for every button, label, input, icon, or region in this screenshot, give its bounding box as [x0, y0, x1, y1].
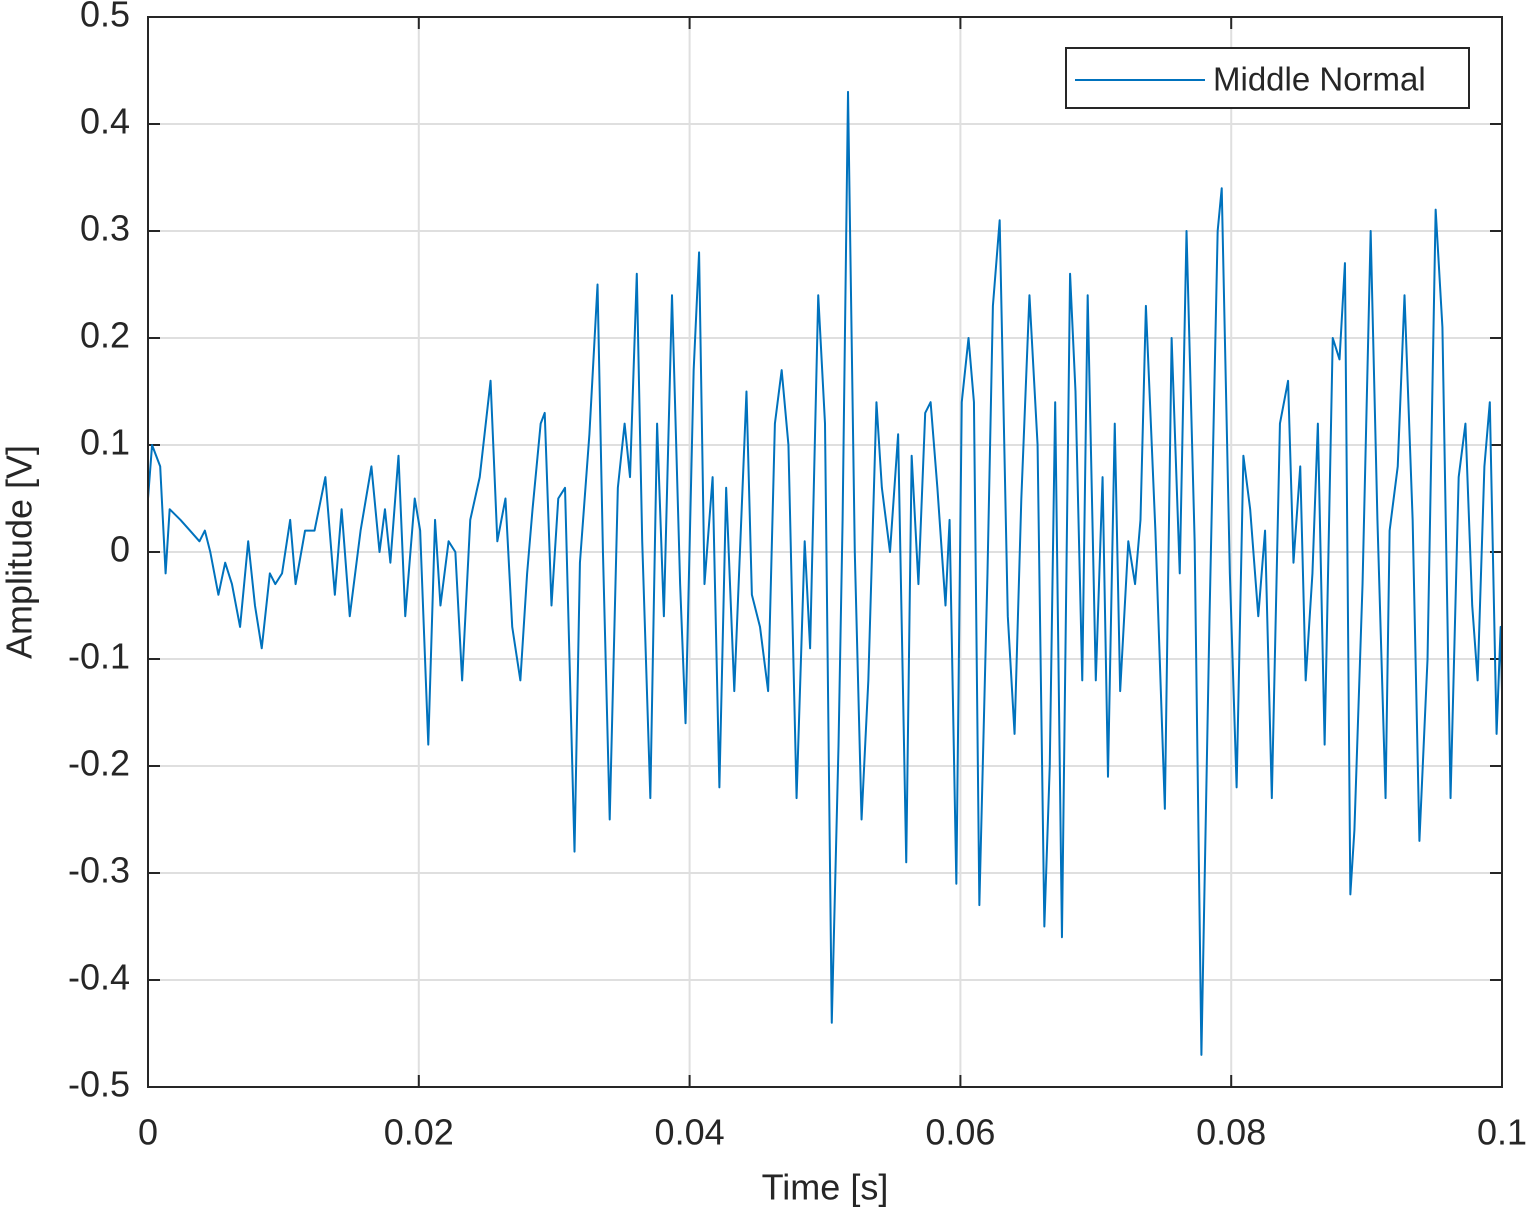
y-tick-label: 0.1	[80, 422, 130, 463]
x-axis-label: Time [s]	[762, 1167, 889, 1208]
x-tick-label: 0.08	[1196, 1112, 1266, 1153]
y-tick-label: -0.3	[68, 850, 130, 891]
y-tick-label: 0.3	[80, 208, 130, 249]
y-tick-label: -0.1	[68, 636, 130, 677]
x-tick-label: 0.02	[384, 1112, 454, 1153]
legend-label: Middle Normal	[1213, 61, 1426, 98]
x-tick-label: 0.1	[1477, 1112, 1527, 1153]
x-tick-label: 0	[138, 1112, 158, 1153]
y-tick-label: -0.4	[68, 957, 130, 998]
x-tick-label: 0.06	[925, 1112, 995, 1153]
data-line	[147, 90, 1503, 1056]
y-tick-label: -0.2	[68, 743, 130, 784]
y-tick-label: -0.5	[68, 1064, 130, 1105]
y-axis-label: Amplitude [V]	[0, 445, 40, 659]
y-tick-label: 0.4	[80, 101, 130, 142]
y-tick-label: 0.2	[80, 315, 130, 356]
y-tick-label: 0	[110, 529, 130, 570]
y-tick-label: 0.5	[80, 0, 130, 35]
axes-box	[147, 16, 1503, 1088]
x-tick-label: 0.04	[655, 1112, 725, 1153]
legend-box	[1065, 47, 1470, 109]
